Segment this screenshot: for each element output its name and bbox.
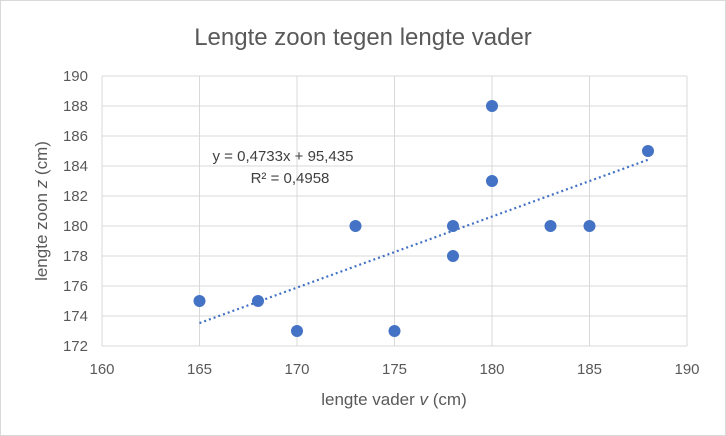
- data-point: [193, 295, 206, 307]
- y-tick-label: 182: [63, 188, 88, 205]
- x-axis-label-suffix: (cm): [428, 390, 467, 409]
- x-tick-label: 180: [479, 361, 504, 378]
- y-tick-label: 176: [63, 278, 88, 295]
- data-point: [583, 220, 596, 232]
- data-point: [642, 145, 654, 157]
- data-point: [349, 220, 362, 232]
- data-point: [388, 325, 401, 337]
- y-axis-label-prefix: lengte zoon: [32, 188, 51, 281]
- data-point: [291, 325, 303, 337]
- y-tick-label: 186: [63, 128, 88, 145]
- x-tick-label: 190: [674, 361, 699, 378]
- trendline-r-squared: R² = 0,4958: [251, 170, 330, 187]
- y-tick-labels: 172 174 176 178 180 182 184 186 188 190: [63, 68, 88, 355]
- x-tick-labels: 160 165 170 175 180 185 190: [89, 361, 699, 378]
- trendline-equation: y = 0,4733x + 95,435: [213, 148, 354, 165]
- data-point: [447, 220, 459, 232]
- x-axis-label-prefix: lengte vader: [321, 390, 419, 409]
- y-tick-label: 188: [63, 98, 88, 115]
- data-point: [544, 220, 557, 232]
- chart-title: Lengte zoon tegen lengte vader: [194, 24, 532, 51]
- x-tick-label: 185: [577, 361, 602, 378]
- x-axis-label: lengte vader v (cm): [321, 390, 467, 409]
- y-tick-label: 178: [63, 248, 88, 265]
- x-tick-label: 170: [284, 361, 309, 378]
- x-tick-label: 160: [89, 361, 114, 378]
- y-axis-label-variable: z: [32, 179, 51, 189]
- data-point: [447, 250, 459, 262]
- y-axis-label-suffix: (cm): [32, 141, 51, 180]
- data-point: [486, 100, 498, 112]
- y-tick-label: 190: [63, 68, 88, 85]
- y-tick-label: 174: [63, 308, 88, 325]
- data-point: [486, 175, 498, 187]
- x-tick-label: 175: [382, 361, 407, 378]
- data-points: [193, 100, 654, 337]
- y-axis-label: lengte zoon z (cm): [32, 141, 51, 281]
- x-tick-label: 165: [187, 361, 212, 378]
- x-axis-label-variable: v: [420, 390, 430, 409]
- data-point: [252, 295, 264, 307]
- y-tick-label: 180: [63, 218, 88, 235]
- y-tick-label: 172: [63, 338, 88, 355]
- gridlines: [101, 75, 688, 347]
- y-tick-label: 184: [63, 158, 88, 175]
